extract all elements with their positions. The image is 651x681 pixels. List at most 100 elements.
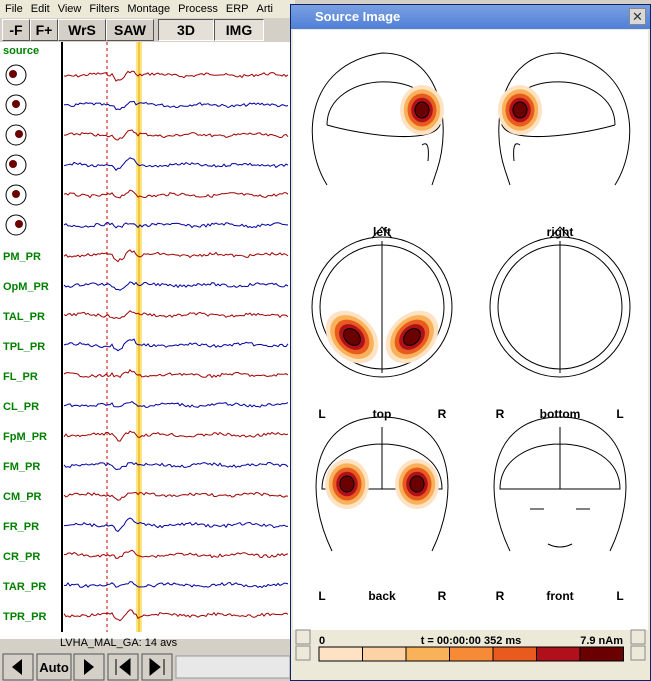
toolbar-button[interactable]: 3D xyxy=(158,19,214,41)
source-icon xyxy=(5,64,27,86)
window-title: Source Image xyxy=(315,9,401,24)
activation xyxy=(339,475,355,493)
icon xyxy=(115,657,131,677)
trace xyxy=(63,461,289,471)
side-label: L xyxy=(616,589,623,603)
channel-label: CL_PR xyxy=(3,401,39,413)
trace xyxy=(63,491,289,501)
channel-label: OpM_PR xyxy=(3,281,49,293)
scrollbar[interactable] xyxy=(175,655,290,679)
auto-button[interactable] xyxy=(36,653,72,681)
source-icon xyxy=(5,124,27,146)
last-button[interactable] xyxy=(141,653,173,681)
menu-item[interactable]: Process xyxy=(178,3,218,15)
head-outline xyxy=(493,416,627,552)
view-top: top L R xyxy=(311,226,453,421)
head-outline xyxy=(489,236,631,378)
ear xyxy=(421,143,429,162)
trace xyxy=(63,369,289,379)
trace xyxy=(63,221,288,229)
colorbar-segment xyxy=(449,646,494,662)
colorbar-segment xyxy=(318,646,363,662)
scroll-arrow[interactable] xyxy=(630,629,646,645)
channel-label: FL_PR xyxy=(3,371,38,383)
activation xyxy=(512,101,528,119)
view-front: front R L xyxy=(493,416,627,603)
view-label: left xyxy=(373,225,391,239)
side-label: R xyxy=(438,407,447,421)
toolbar-button[interactable]: -F xyxy=(2,19,30,41)
toolbar-button[interactable]: IMG xyxy=(214,19,264,41)
menu-item[interactable]: Filters xyxy=(89,3,120,15)
channel-label: FM_PR xyxy=(3,461,40,473)
menu-item[interactable]: File xyxy=(5,3,23,15)
view-label: right xyxy=(547,225,574,239)
icon xyxy=(149,657,165,677)
trace xyxy=(64,549,289,559)
trace xyxy=(63,338,289,352)
trace xyxy=(63,517,289,533)
trace xyxy=(64,100,289,111)
scroll-arrow[interactable] xyxy=(295,645,311,661)
menu-item[interactable]: Edit xyxy=(30,3,50,15)
source-icon xyxy=(5,94,27,116)
auto-label: Auto xyxy=(39,660,69,675)
activation xyxy=(403,328,421,346)
source-icon xyxy=(5,214,27,236)
toolbar-button[interactable]: WrS xyxy=(58,19,106,41)
status-text: LVHA_MAL_GA: 14 avs xyxy=(60,637,178,649)
colorbar-min: 0 xyxy=(319,635,325,647)
channel-label: TAL_PR xyxy=(3,311,45,323)
nose xyxy=(549,226,571,239)
head-outline xyxy=(498,52,631,186)
view-right: right xyxy=(498,52,631,239)
side-label: R xyxy=(496,407,505,421)
head-outline xyxy=(311,52,444,186)
brain xyxy=(499,427,621,490)
close-button[interactable]: ✕ xyxy=(629,8,646,25)
brain xyxy=(319,244,445,370)
dipole xyxy=(12,190,20,198)
trace xyxy=(63,430,289,442)
dipole xyxy=(15,130,23,138)
view-label: front xyxy=(546,589,573,603)
scroll-arrow[interactable] xyxy=(295,629,311,645)
channel-label: FpM_PR xyxy=(3,431,47,443)
channel-label: TAR_PR xyxy=(3,581,46,593)
brain xyxy=(321,427,443,490)
colorbar-max: 7.9 nAm xyxy=(580,635,623,647)
source-icon xyxy=(5,184,27,206)
nose xyxy=(371,226,393,239)
face xyxy=(530,508,590,548)
channel-label: CM_PR xyxy=(3,491,42,503)
view-left: left xyxy=(311,52,444,239)
toolbar-button[interactable]: F+ xyxy=(30,19,58,41)
menu-item[interactable]: View xyxy=(57,3,82,15)
side-label: L xyxy=(318,589,325,603)
trace xyxy=(64,129,289,141)
side-label: L xyxy=(318,407,325,421)
nav-buttons[interactable]: Auto xyxy=(2,653,290,681)
dipole xyxy=(12,100,20,108)
menu-item[interactable]: ERP xyxy=(225,3,249,15)
icon xyxy=(12,659,22,675)
trace-background xyxy=(0,42,290,639)
menu-item[interactable]: Montage xyxy=(127,3,171,15)
channel-label: PM_PR xyxy=(3,251,41,263)
colorbar-segment xyxy=(362,646,407,662)
view-back: back L R xyxy=(315,416,449,603)
scroll-arrow[interactable] xyxy=(630,645,646,661)
activation xyxy=(343,328,361,346)
activation xyxy=(409,475,425,493)
side-label: L xyxy=(616,407,623,421)
colorbar-segment xyxy=(492,646,537,662)
toolbar-button[interactable]: SAW xyxy=(106,19,154,41)
menu-item[interactable]: Arti xyxy=(256,3,274,15)
dipole xyxy=(15,220,23,228)
trace xyxy=(63,400,289,409)
view-label: top xyxy=(373,407,392,421)
channel-label: TPL_PR xyxy=(3,341,45,353)
